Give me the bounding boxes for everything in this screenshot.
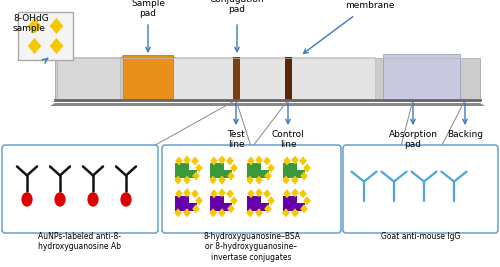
Polygon shape	[299, 156, 307, 166]
Polygon shape	[174, 208, 182, 217]
Polygon shape	[255, 155, 263, 164]
Polygon shape	[267, 196, 275, 205]
Polygon shape	[183, 155, 191, 164]
Polygon shape	[230, 163, 238, 172]
Polygon shape	[183, 208, 191, 217]
Polygon shape	[303, 163, 311, 172]
Polygon shape	[120, 55, 176, 58]
Polygon shape	[183, 188, 191, 197]
Polygon shape	[247, 156, 255, 166]
Polygon shape	[218, 188, 226, 197]
Ellipse shape	[22, 192, 32, 207]
Text: 8-OHdG
sample: 8-OHdG sample	[13, 14, 49, 33]
Polygon shape	[210, 156, 218, 166]
Polygon shape	[50, 18, 64, 34]
Polygon shape	[195, 163, 203, 172]
Polygon shape	[209, 208, 217, 217]
Polygon shape	[191, 156, 199, 166]
Polygon shape	[247, 189, 255, 198]
Polygon shape	[283, 156, 291, 166]
Polygon shape	[218, 155, 226, 164]
Polygon shape	[227, 171, 235, 180]
Polygon shape	[28, 18, 42, 34]
Ellipse shape	[54, 192, 66, 207]
Polygon shape	[283, 163, 305, 178]
Polygon shape	[195, 196, 203, 205]
Polygon shape	[226, 189, 234, 198]
Polygon shape	[174, 175, 182, 184]
FancyBboxPatch shape	[18, 12, 73, 60]
Polygon shape	[255, 208, 263, 217]
Polygon shape	[283, 189, 291, 198]
Polygon shape	[209, 175, 217, 184]
Polygon shape	[233, 57, 240, 101]
Polygon shape	[192, 204, 200, 213]
Text: 8-hydroxyguanosine–BSA
or 8-hydroxyguanosine–
invertase conjugates: 8-hydroxyguanosine–BSA or 8-hydroxyguano…	[203, 232, 300, 262]
FancyBboxPatch shape	[343, 145, 498, 233]
Polygon shape	[218, 208, 226, 217]
Polygon shape	[210, 196, 232, 211]
Polygon shape	[123, 55, 173, 99]
Ellipse shape	[88, 192, 99, 207]
Polygon shape	[383, 54, 460, 101]
Polygon shape	[210, 163, 232, 178]
Polygon shape	[230, 196, 238, 205]
Polygon shape	[263, 156, 271, 166]
Polygon shape	[247, 163, 269, 178]
Polygon shape	[264, 204, 272, 213]
Polygon shape	[183, 175, 191, 184]
Polygon shape	[255, 175, 263, 184]
Text: Conjugation
pad: Conjugation pad	[210, 0, 264, 14]
Polygon shape	[291, 175, 299, 184]
Text: Goat anti-mouse IgG: Goat anti-mouse IgG	[381, 232, 460, 241]
Text: Test
line: Test line	[227, 130, 245, 150]
Polygon shape	[50, 38, 64, 54]
FancyBboxPatch shape	[2, 145, 158, 233]
Polygon shape	[285, 57, 292, 101]
Polygon shape	[226, 156, 234, 166]
Polygon shape	[175, 163, 197, 178]
Text: Backing: Backing	[447, 130, 483, 139]
FancyBboxPatch shape	[162, 145, 341, 233]
Text: Sample
pad: Sample pad	[131, 0, 165, 18]
Polygon shape	[246, 208, 254, 217]
Polygon shape	[299, 189, 307, 198]
Polygon shape	[218, 175, 226, 184]
Polygon shape	[264, 171, 272, 180]
Text: Absorption
pad: Absorption pad	[388, 130, 438, 150]
Polygon shape	[175, 196, 197, 211]
Polygon shape	[191, 189, 199, 198]
Polygon shape	[300, 204, 308, 213]
Polygon shape	[283, 196, 305, 211]
Polygon shape	[50, 103, 485, 106]
Polygon shape	[383, 57, 460, 101]
Polygon shape	[291, 188, 299, 197]
Polygon shape	[173, 57, 375, 101]
Polygon shape	[227, 204, 235, 213]
Polygon shape	[282, 175, 290, 184]
Polygon shape	[267, 163, 275, 172]
Text: Nitrocellulose
membrane: Nitrocellulose membrane	[339, 0, 401, 10]
Polygon shape	[210, 189, 218, 198]
Polygon shape	[28, 38, 42, 54]
Polygon shape	[192, 171, 200, 180]
Polygon shape	[291, 208, 299, 217]
Polygon shape	[246, 175, 254, 184]
Text: AuNPs-labeled anti-8-
hydroxyguanosine Ab: AuNPs-labeled anti-8- hydroxyguanosine A…	[38, 232, 121, 252]
Polygon shape	[55, 58, 480, 100]
Polygon shape	[247, 196, 269, 211]
Polygon shape	[263, 189, 271, 198]
Ellipse shape	[120, 192, 132, 207]
Polygon shape	[57, 57, 120, 101]
Text: Control
line: Control line	[272, 130, 304, 150]
Polygon shape	[175, 189, 183, 198]
Polygon shape	[282, 208, 290, 217]
Polygon shape	[175, 156, 183, 166]
Polygon shape	[291, 155, 299, 164]
Polygon shape	[300, 171, 308, 180]
Polygon shape	[255, 188, 263, 197]
Polygon shape	[303, 196, 311, 205]
